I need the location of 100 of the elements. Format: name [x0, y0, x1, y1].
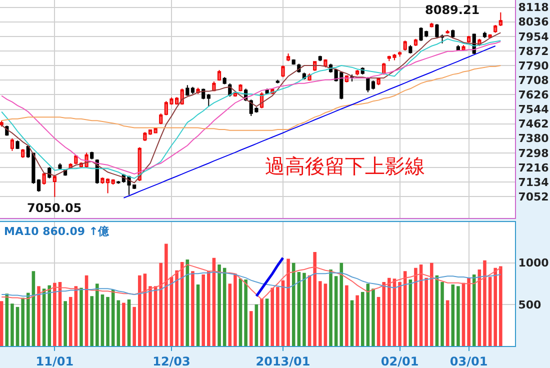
candlestick [324, 58, 328, 68]
candlestick [48, 166, 52, 179]
candlestick [159, 113, 163, 125]
bar [96, 284, 99, 346]
bar [234, 274, 237, 346]
candlestick [403, 40, 407, 51]
candlestick [52, 175, 56, 198]
x-tick-label: 11/01 [36, 354, 74, 368]
bar [424, 278, 428, 346]
bar [138, 275, 142, 346]
bar [382, 282, 386, 346]
y-tick-label: 7954 [518, 30, 550, 44]
candlestick [111, 178, 115, 186]
x-tick-label: 12/03 [152, 354, 190, 368]
y-tick-label: 8118 [518, 1, 549, 14]
candlestick [90, 151, 94, 160]
bar [132, 306, 136, 346]
bar [48, 285, 52, 346]
bar [164, 244, 168, 346]
bar [456, 286, 460, 346]
bar [218, 264, 221, 346]
candlestick [446, 30, 450, 34]
candlestick [292, 58, 296, 66]
y-tick-label: 7052 [518, 190, 549, 204]
candlestick [10, 138, 14, 152]
bar [202, 274, 205, 346]
candlestick [408, 44, 412, 54]
bar [207, 271, 210, 346]
bar [388, 278, 391, 346]
bar [222, 268, 226, 346]
candlestick [222, 76, 226, 85]
candlestick [148, 129, 152, 136]
candlestick [356, 70, 360, 76]
bar [366, 284, 370, 346]
candlestick [217, 70, 222, 82]
bar [80, 288, 83, 346]
candlestick [206, 93, 210, 108]
bar [318, 281, 322, 346]
y-tick-label: 7380 [518, 132, 550, 146]
bar [430, 262, 434, 346]
bar [68, 296, 72, 346]
bar [244, 279, 248, 346]
bar [398, 282, 402, 346]
bar [302, 272, 306, 346]
bar [21, 298, 24, 346]
line-series [1, 264, 502, 300]
candlestick [456, 44, 460, 52]
y-tick-label: 7544 [518, 103, 550, 116]
bar [260, 298, 264, 346]
annotation: MA10 860.09 ↑億 [4, 225, 110, 238]
x-tick-label: 02/01 [380, 354, 419, 368]
bar [90, 296, 94, 346]
bar [376, 296, 380, 346]
candlestick [398, 50, 402, 58]
bar [238, 278, 242, 346]
y-tick-label: 7790 [518, 59, 550, 72]
candlestick [482, 31, 487, 39]
bar [249, 311, 253, 346]
bar [467, 278, 470, 346]
bar [483, 260, 486, 346]
y-tick-label: 8036 [518, 16, 550, 29]
y-tick-label: 7708 [518, 74, 549, 87]
bar [270, 288, 274, 346]
bar [106, 296, 110, 346]
bar [297, 272, 301, 346]
bar [334, 276, 338, 346]
bar [37, 286, 40, 346]
bar [313, 252, 316, 346]
bar [26, 292, 30, 346]
candlestick [318, 55, 322, 62]
candlestick [414, 38, 418, 47]
bar [180, 262, 184, 346]
candlestick [238, 84, 242, 92]
annotation: 8089.21 [425, 3, 480, 17]
bar [122, 302, 126, 346]
bar [286, 258, 290, 346]
candlestick [451, 29, 455, 38]
bar [100, 294, 104, 346]
candlestick [190, 86, 195, 94]
candlestick [42, 172, 46, 186]
bar [488, 277, 492, 346]
candlestick [276, 79, 280, 84]
candlestick [281, 65, 285, 78]
candlestick [74, 154, 78, 165]
candlestick [21, 148, 25, 158]
bar [360, 292, 364, 346]
bar [84, 275, 88, 346]
bar [265, 298, 269, 346]
bar [356, 295, 359, 346]
candlestick [498, 12, 502, 26]
bar [340, 262, 344, 346]
bar [408, 279, 412, 346]
bar [494, 268, 497, 346]
bar [228, 284, 232, 346]
candlestick [16, 140, 20, 150]
bar [499, 266, 502, 346]
bar [276, 286, 280, 346]
bar [191, 271, 194, 346]
y-tick-label: 7298 [518, 146, 549, 160]
y-tick-label: 7462 [518, 118, 549, 131]
